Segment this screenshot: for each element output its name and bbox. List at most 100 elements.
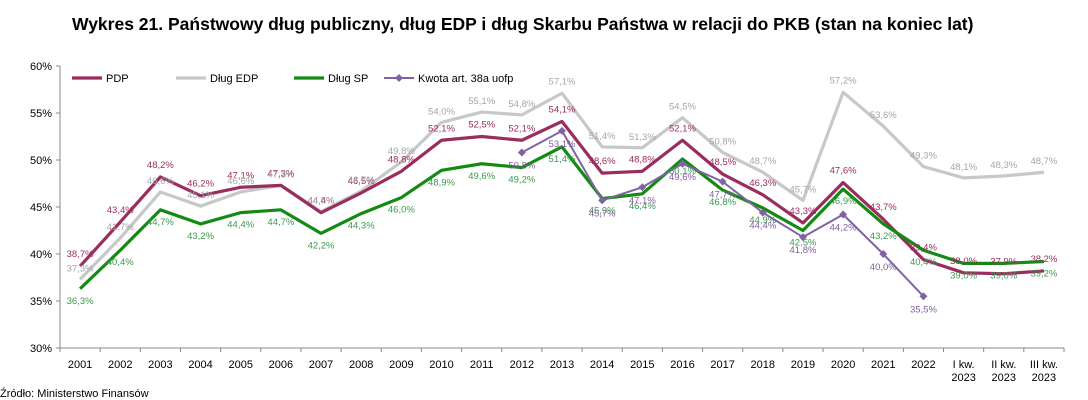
data-label: 41,8% [789, 245, 816, 256]
data-label: 49,8% [388, 146, 415, 157]
kwota-marker [919, 292, 928, 301]
data-label: 52,1% [428, 123, 455, 134]
x-tick-label: 2016 [670, 359, 694, 371]
kwota-marker [758, 208, 767, 217]
kwota-marker [879, 250, 888, 258]
data-label: 51,4% [549, 154, 576, 165]
kwota-marker [558, 126, 566, 135]
data-label: 38,0% [950, 256, 977, 267]
x-tick-label: 2018 [751, 359, 775, 371]
x-tick-label: 2015 [630, 359, 654, 371]
y-tick-label: 40% [30, 249, 52, 261]
x-tick-label: 2019 [791, 359, 815, 371]
data-label: 44,2% [830, 223, 857, 234]
x-tick-label: 2006 [269, 359, 293, 371]
data-label: 47,6% [830, 166, 857, 177]
data-label: 47,7% [709, 190, 736, 201]
data-label: 45,9% [589, 206, 616, 217]
x-tick-label: 2021 [871, 359, 895, 371]
data-label: 47,3% [267, 168, 294, 179]
series-line-2 [78, 145, 1044, 290]
data-label: 48,5% [709, 157, 736, 168]
data-label: 47,1% [227, 170, 254, 181]
y-tick-label: 35% [30, 296, 52, 308]
data-label: 48,6% [589, 156, 616, 167]
legend-marker [395, 74, 403, 82]
data-label: 45,7% [789, 184, 816, 195]
x-tick-label: 2017 [710, 359, 734, 371]
x-tick-label: 2014 [590, 359, 614, 371]
legend-label: Dług EDP [210, 73, 258, 85]
data-label: 44,7% [147, 217, 174, 228]
kwota-marker [798, 233, 807, 242]
kwota-marker [718, 177, 727, 186]
data-label: 45,1% [187, 190, 214, 201]
data-label: 54,8% [508, 99, 535, 110]
x-tick-label: 2008 [349, 359, 373, 371]
data-label: 41,7% [107, 222, 134, 233]
legend-label: PDP [106, 73, 129, 85]
data-label: 46,6% [147, 176, 174, 187]
x-tick-label: III kw. 2023 [1030, 359, 1058, 384]
data-label: 46,3% [749, 178, 776, 189]
data-label: 49,6% [468, 171, 495, 182]
data-label: 57,1% [549, 76, 576, 87]
y-tick-label: 45% [30, 202, 52, 214]
kwota-marker [598, 196, 607, 205]
data-label: 51,4% [589, 131, 616, 142]
data-label: 48,8% [629, 154, 656, 165]
data-label: 45,7% [589, 208, 616, 219]
data-label: 44,7% [267, 217, 294, 228]
chart-title: Wykres 21. Państwowy dług publiczny, dłu… [72, 14, 974, 34]
data-label: 46,2% [187, 179, 214, 190]
data-label: 52,5% [468, 120, 495, 131]
data-label: 49,3% [910, 151, 937, 162]
data-label: 38,7% [67, 249, 94, 260]
data-label: 35,5% [910, 304, 937, 315]
data-label: 37,3% [67, 263, 94, 274]
data-label: 53,6% [870, 110, 897, 121]
data-label: 48,9% [428, 177, 455, 188]
kwota-marker [517, 148, 526, 157]
x-tick-label: 2012 [510, 359, 534, 371]
source-note: Źródło: Ministerstwo Finansów [0, 388, 149, 400]
data-label: 46,7% [348, 175, 375, 186]
x-tick-label: 2002 [108, 359, 132, 371]
kwota-marker [839, 210, 848, 219]
data-label: 39,2% [1030, 269, 1057, 280]
data-label: 39,0% [990, 270, 1017, 281]
data-label: 48,7% [1030, 156, 1057, 167]
data-label: 46,4% [629, 201, 656, 212]
data-label: 48,8% [388, 154, 415, 165]
data-label: 42,5% [789, 238, 816, 249]
series-line-1 [78, 90, 1045, 281]
data-label: 47,1% [629, 195, 656, 206]
data-label: 54,5% [669, 102, 696, 113]
x-tick-label: 2022 [911, 359, 935, 371]
y-tick-label: 50% [30, 155, 52, 167]
data-label: 40,4% [107, 257, 134, 268]
data-label: 43,3% [789, 206, 816, 217]
x-tick-label: 2009 [389, 359, 413, 371]
y-tick-label: 30% [30, 343, 52, 355]
legend-label: Dług SP [328, 73, 368, 85]
series-line-0 [78, 119, 1045, 276]
x-tick-label: 2007 [309, 359, 333, 371]
data-label: 54,1% [549, 104, 576, 115]
data-label: 47,3% [267, 169, 294, 180]
data-label: 53,1% [549, 139, 576, 150]
x-tick-label: 2005 [228, 359, 252, 371]
data-label: 42,2% [308, 240, 335, 251]
data-label: 43,2% [187, 231, 214, 242]
data-label: 44,4% [227, 220, 254, 231]
data-label: 52,1% [669, 123, 696, 134]
data-label: 44,3% [348, 221, 375, 232]
data-label: 50,8% [709, 136, 736, 147]
data-label: 40,4% [910, 257, 937, 268]
series-line-3 [521, 129, 925, 297]
data-label: 43,4% [107, 205, 134, 216]
data-label: 51,3% [629, 132, 656, 143]
kwota-marker [638, 183, 647, 192]
data-label: 46,0% [388, 205, 415, 216]
